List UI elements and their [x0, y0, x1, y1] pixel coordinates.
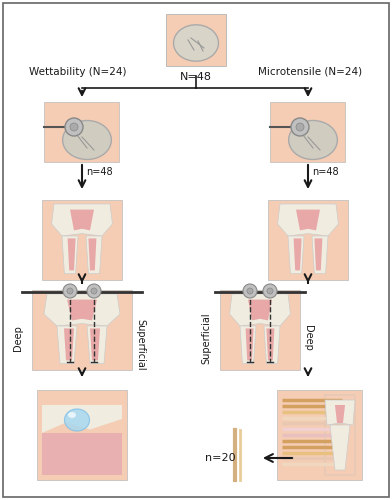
Text: N=48: N=48 — [180, 72, 212, 82]
Bar — [37, 390, 127, 480]
Circle shape — [291, 118, 309, 136]
Polygon shape — [325, 400, 355, 425]
Circle shape — [243, 284, 257, 298]
Polygon shape — [246, 328, 254, 360]
Polygon shape — [314, 238, 322, 270]
Text: Superficial: Superficial — [135, 319, 145, 371]
Bar — [268, 200, 348, 280]
Circle shape — [263, 284, 277, 298]
Bar — [32, 290, 132, 370]
Polygon shape — [86, 236, 102, 274]
Polygon shape — [312, 236, 328, 274]
Polygon shape — [67, 238, 76, 270]
Polygon shape — [52, 204, 113, 236]
Polygon shape — [42, 433, 122, 475]
Polygon shape — [330, 425, 350, 470]
Polygon shape — [296, 210, 320, 231]
Text: Deep: Deep — [303, 325, 313, 351]
Circle shape — [267, 288, 273, 294]
Ellipse shape — [65, 409, 89, 431]
Polygon shape — [230, 294, 290, 326]
Text: n=48: n=48 — [312, 167, 339, 177]
Polygon shape — [90, 328, 100, 360]
Polygon shape — [87, 326, 107, 364]
Bar — [45, 102, 120, 162]
Text: Microtensile (N=24): Microtensile (N=24) — [258, 67, 362, 77]
Polygon shape — [248, 300, 272, 320]
Ellipse shape — [68, 412, 76, 418]
Polygon shape — [57, 326, 77, 364]
Polygon shape — [64, 328, 74, 360]
Polygon shape — [240, 326, 256, 364]
Ellipse shape — [289, 120, 338, 160]
Polygon shape — [42, 405, 122, 433]
Circle shape — [63, 284, 77, 298]
Text: n=20: n=20 — [205, 453, 235, 463]
Polygon shape — [44, 294, 120, 326]
Circle shape — [70, 123, 78, 131]
Polygon shape — [70, 210, 94, 231]
Polygon shape — [267, 328, 274, 360]
Ellipse shape — [63, 120, 111, 160]
Bar — [166, 14, 226, 66]
Circle shape — [91, 288, 97, 294]
Bar — [42, 200, 122, 280]
Text: Wettability (N=24): Wettability (N=24) — [29, 67, 127, 77]
Polygon shape — [62, 236, 78, 274]
Circle shape — [87, 284, 101, 298]
Text: n=48: n=48 — [86, 167, 113, 177]
Polygon shape — [89, 238, 96, 270]
Bar — [278, 390, 363, 480]
Circle shape — [67, 288, 73, 294]
Polygon shape — [67, 300, 97, 320]
Polygon shape — [264, 326, 280, 364]
Polygon shape — [335, 405, 345, 423]
Text: Deep: Deep — [13, 325, 23, 351]
Text: Superficial: Superficial — [201, 312, 211, 364]
Ellipse shape — [174, 25, 218, 61]
Polygon shape — [278, 204, 338, 236]
Bar — [325, 395, 355, 475]
Bar — [270, 102, 345, 162]
Circle shape — [247, 288, 253, 294]
Circle shape — [296, 123, 304, 131]
Circle shape — [65, 118, 83, 136]
Polygon shape — [294, 238, 301, 270]
Polygon shape — [288, 236, 304, 274]
Bar — [220, 290, 300, 370]
